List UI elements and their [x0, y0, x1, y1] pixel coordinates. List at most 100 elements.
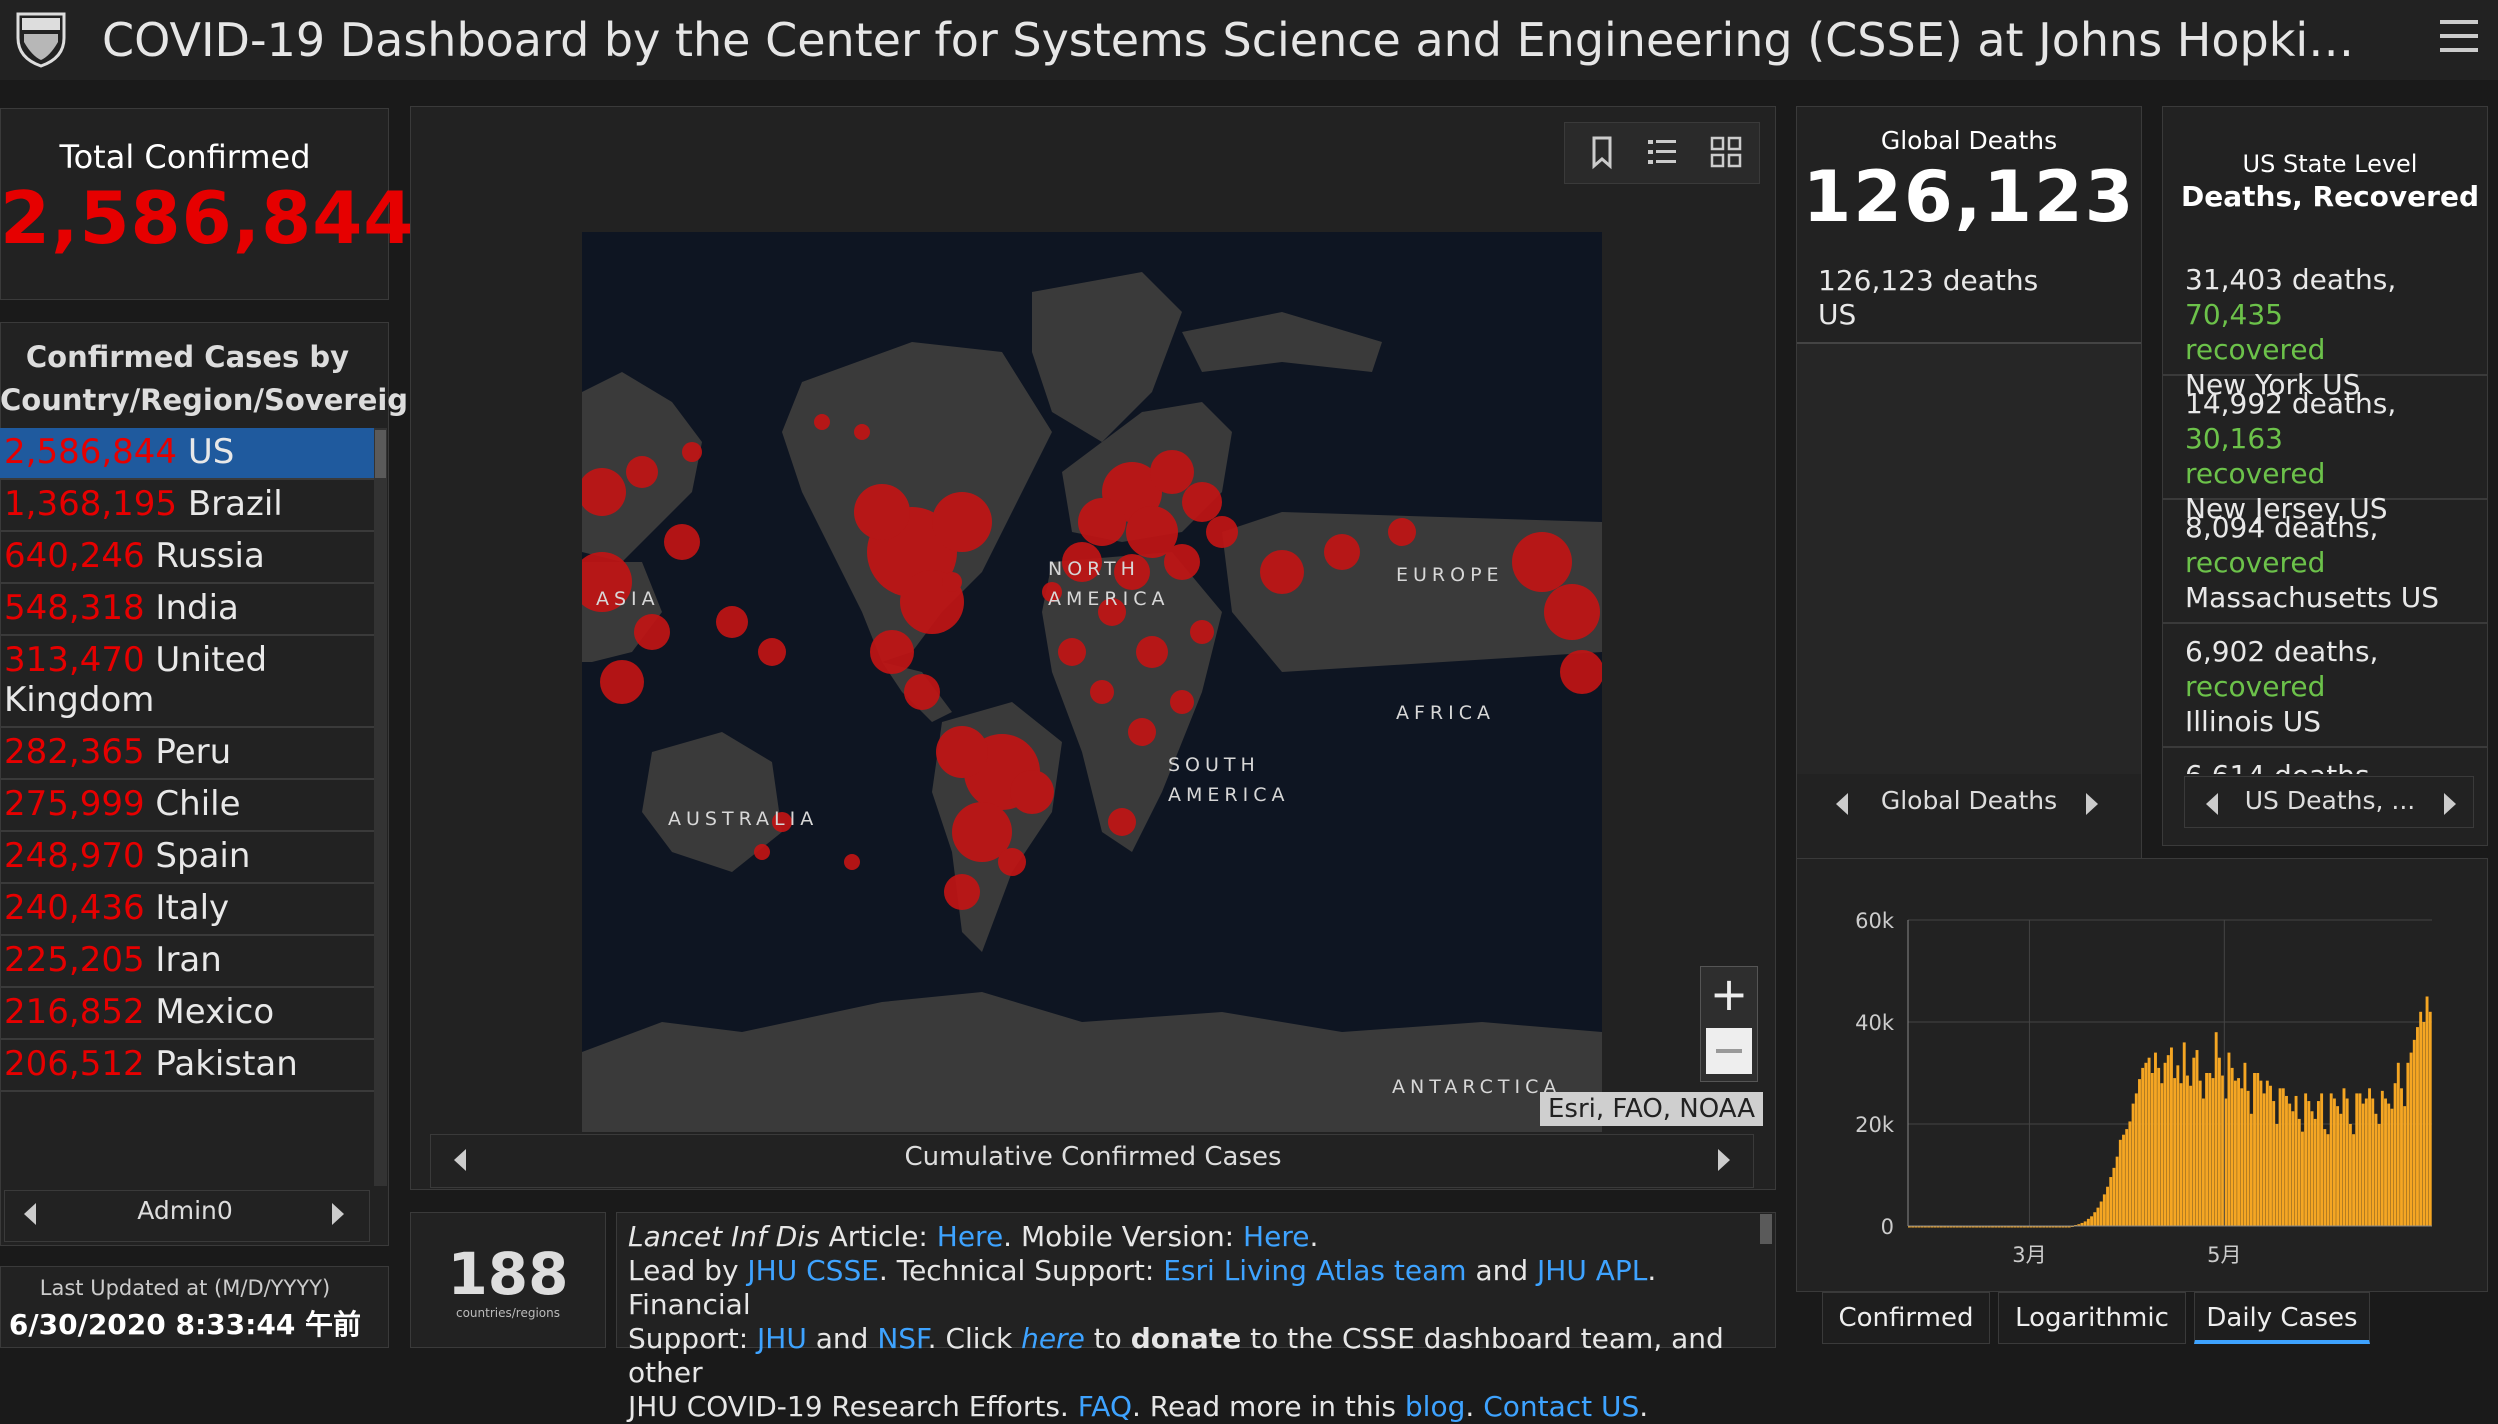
- chart-bar[interactable]: [1949, 1226, 1953, 1228]
- chart-bar[interactable]: [2160, 1083, 2164, 1226]
- esri-living-atlas-link[interactable]: Esri Living Atlas team: [1163, 1254, 1467, 1287]
- chart-bar[interactable]: [1943, 1226, 1947, 1228]
- us-state-list-item[interactable]: 14,992 deaths, 30,163 recovered New Jersey…: [2163, 376, 2487, 525]
- chevron-left-icon[interactable]: [454, 1149, 466, 1171]
- chart-bar[interactable]: [2377, 1124, 2381, 1226]
- chart-bar[interactable]: [2125, 1129, 2129, 1226]
- chart-bar[interactable]: [2112, 1167, 2116, 1226]
- chart-bar[interactable]: [2163, 1062, 2167, 1226]
- qr-grid-icon[interactable]: [1706, 132, 1746, 172]
- chevron-right-icon[interactable]: [1718, 1149, 1730, 1171]
- country-list-item[interactable]: 640,246 Russia: [0, 532, 374, 584]
- chart-bar[interactable]: [2109, 1177, 2113, 1226]
- chart-bar[interactable]: [2080, 1222, 2084, 1226]
- chart-bar[interactable]: [2192, 1057, 2196, 1226]
- chart-bar[interactable]: [2086, 1218, 2090, 1226]
- chart-bar[interactable]: [1975, 1226, 1978, 1228]
- chart-bar[interactable]: [1946, 1226, 1950, 1228]
- list-icon[interactable]: [1642, 132, 1682, 172]
- chart-bar[interactable]: [2419, 1011, 2423, 1226]
- chart-bar[interactable]: [2278, 1088, 2282, 1226]
- chart-bar[interactable]: [1965, 1226, 1969, 1228]
- nsf-link[interactable]: NSF: [877, 1322, 928, 1355]
- chart-bar[interactable]: [2054, 1226, 2058, 1228]
- chart-bar[interactable]: [1917, 1226, 1921, 1228]
- chart-bar[interactable]: [2201, 1098, 2205, 1227]
- chart-bar[interactable]: [2368, 1088, 2371, 1226]
- chart-bar[interactable]: [2320, 1093, 2324, 1226]
- us-state-list-item[interactable]: 6,614 deaths, 67,078recovered: [2163, 748, 2487, 774]
- chart-bar[interactable]: [2016, 1226, 2020, 1228]
- jhu-csse-link[interactable]: JHU CSSE: [747, 1254, 879, 1287]
- chart-bar[interactable]: [2032, 1226, 2036, 1228]
- chart-bar[interactable]: [2422, 1022, 2426, 1226]
- chart-bar[interactable]: [2064, 1226, 2068, 1228]
- chart-bar[interactable]: [2051, 1226, 2055, 1228]
- chart-bar[interactable]: [1968, 1226, 1972, 1228]
- chart-bar[interactable]: [2416, 1027, 2419, 1226]
- chart-bar[interactable]: [2387, 1103, 2391, 1226]
- chart-bar[interactable]: [1987, 1226, 1991, 1228]
- donate-here-link[interactable]: here: [1021, 1322, 1085, 1355]
- chart-bar[interactable]: [2122, 1134, 2125, 1226]
- chart-bar[interactable]: [2118, 1139, 2122, 1226]
- chart-bar[interactable]: [2390, 1108, 2394, 1226]
- chart-bar[interactable]: [2297, 1118, 2301, 1226]
- chart-bar[interactable]: [2023, 1226, 2026, 1228]
- chart-bar[interactable]: [2313, 1118, 2317, 1226]
- chart-bar[interactable]: [2288, 1103, 2292, 1226]
- chart-bar[interactable]: [1920, 1226, 1924, 1228]
- chart-bar[interactable]: [2195, 1050, 2199, 1226]
- chart-bar[interactable]: [1939, 1226, 1943, 1228]
- article-link[interactable]: Here: [936, 1220, 1004, 1253]
- chart-bar[interactable]: [2364, 1098, 2368, 1227]
- chart-bar[interactable]: [2259, 1080, 2263, 1226]
- info-scroll-thumb[interactable]: [1760, 1214, 1772, 1244]
- chart-bar[interactable]: [2224, 1098, 2228, 1227]
- chart-bar[interactable]: [2096, 1207, 2100, 1226]
- chart-bar[interactable]: [2336, 1106, 2340, 1226]
- zoom-in-button[interactable]: +: [1709, 967, 1749, 1021]
- chart-bar[interactable]: [2099, 1201, 2103, 1226]
- chart-bar[interactable]: [2348, 1124, 2352, 1226]
- chart-bar[interactable]: [1927, 1226, 1931, 1228]
- chevron-left-icon[interactable]: [24, 1203, 36, 1225]
- chart-bar[interactable]: [1978, 1226, 1982, 1228]
- chart-bar[interactable]: [2265, 1080, 2269, 1226]
- chart-bar[interactable]: [2301, 1131, 2304, 1226]
- chart-bar[interactable]: [2205, 1073, 2209, 1226]
- chart-bar[interactable]: [1959, 1226, 1963, 1228]
- country-list-item[interactable]: 275,999 Chile: [0, 780, 374, 832]
- country-list-scrollbar[interactable]: [374, 428, 387, 1186]
- chart-bar[interactable]: [2281, 1088, 2285, 1226]
- chart-bar[interactable]: [2396, 1062, 2400, 1226]
- chevron-right-icon[interactable]: [332, 1203, 344, 1225]
- chart-bar[interactable]: [2176, 1065, 2180, 1226]
- chart-bar[interactable]: [2326, 1134, 2330, 1226]
- chart-bar[interactable]: [2170, 1047, 2173, 1227]
- chart-bar[interactable]: [1952, 1226, 1956, 1228]
- chart-bar[interactable]: [2102, 1194, 2106, 1226]
- chart-bar[interactable]: [2227, 1052, 2231, 1226]
- chart-bar[interactable]: [2173, 1078, 2177, 1226]
- chart-bar[interactable]: [2345, 1098, 2349, 1227]
- chart-bar[interactable]: [2428, 1011, 2432, 1226]
- chart-bar[interactable]: [2291, 1111, 2295, 1226]
- chart-bar[interactable]: [2332, 1098, 2336, 1227]
- chart-bar[interactable]: [1914, 1226, 1918, 1228]
- chart-bar[interactable]: [1908, 1226, 1911, 1228]
- chart-bar[interactable]: [2412, 1039, 2416, 1226]
- bookmark-icon[interactable]: [1582, 132, 1622, 172]
- chart-bar[interactable]: [2077, 1224, 2081, 1226]
- chart-bar[interactable]: [1936, 1226, 1940, 1228]
- country-list-item[interactable]: 240,436 Italy: [0, 884, 374, 936]
- chart-bar[interactable]: [1971, 1226, 1975, 1228]
- chart-bar[interactable]: [2035, 1226, 2039, 1228]
- jhu-apl-link[interactable]: JHU APL: [1537, 1254, 1648, 1287]
- zoom-out-button[interactable]: [1706, 1028, 1752, 1074]
- chevron-left-icon[interactable]: [1836, 793, 1848, 815]
- chart-bar[interactable]: [2221, 1075, 2225, 1226]
- chart-bar[interactable]: [2138, 1079, 2141, 1226]
- chart-bar[interactable]: [2275, 1124, 2279, 1226]
- chart-bar[interactable]: [1955, 1226, 1959, 1228]
